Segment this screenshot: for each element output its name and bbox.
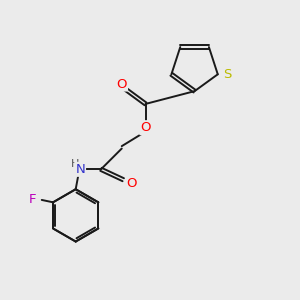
Text: N: N xyxy=(75,163,85,176)
Text: O: O xyxy=(116,77,127,91)
Text: H: H xyxy=(70,159,79,169)
Text: O: O xyxy=(126,177,137,190)
Text: F: F xyxy=(29,194,37,206)
Text: O: O xyxy=(140,121,151,134)
Text: S: S xyxy=(223,68,232,81)
